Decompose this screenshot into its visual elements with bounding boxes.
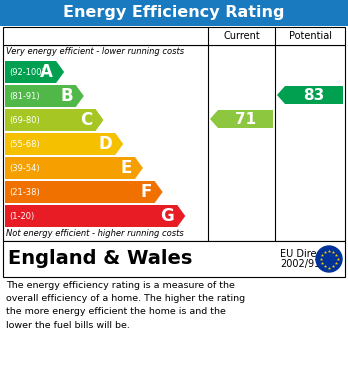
Text: (21-38): (21-38) bbox=[9, 188, 40, 197]
Text: 71: 71 bbox=[235, 111, 256, 127]
Text: 83: 83 bbox=[303, 88, 325, 102]
Text: EU Directive: EU Directive bbox=[280, 249, 340, 259]
Text: G: G bbox=[160, 207, 174, 225]
Polygon shape bbox=[5, 133, 123, 155]
Polygon shape bbox=[5, 157, 143, 179]
Text: (92-100): (92-100) bbox=[9, 68, 45, 77]
Text: (1-20): (1-20) bbox=[9, 212, 34, 221]
Text: Potential: Potential bbox=[288, 31, 332, 41]
Text: D: D bbox=[98, 135, 112, 153]
Bar bbox=[0, 0, 348, 26]
Polygon shape bbox=[210, 110, 273, 128]
Polygon shape bbox=[5, 85, 84, 107]
Text: B: B bbox=[60, 87, 73, 105]
Bar bbox=[3, 45, 345, 241]
Text: Very energy efficient - lower running costs: Very energy efficient - lower running co… bbox=[6, 47, 184, 56]
Polygon shape bbox=[5, 181, 163, 203]
Text: The energy efficiency rating is a measure of the
overall efficiency of a home. T: The energy efficiency rating is a measur… bbox=[6, 281, 245, 330]
Bar bbox=[3, 241, 345, 277]
Text: F: F bbox=[140, 183, 152, 201]
Text: Energy Efficiency Rating: Energy Efficiency Rating bbox=[63, 5, 285, 20]
Polygon shape bbox=[5, 109, 103, 131]
Text: (69-80): (69-80) bbox=[9, 115, 40, 124]
Bar bbox=[3, 27, 345, 45]
Text: (55-68): (55-68) bbox=[9, 140, 40, 149]
Text: Not energy efficient - higher running costs: Not energy efficient - higher running co… bbox=[6, 229, 184, 238]
Text: Current: Current bbox=[223, 31, 260, 41]
Text: A: A bbox=[40, 63, 53, 81]
Text: C: C bbox=[80, 111, 93, 129]
Text: (81-91): (81-91) bbox=[9, 91, 40, 100]
Polygon shape bbox=[5, 61, 64, 83]
Polygon shape bbox=[277, 86, 343, 104]
Circle shape bbox=[316, 246, 342, 272]
Text: England & Wales: England & Wales bbox=[8, 249, 192, 269]
Polygon shape bbox=[5, 205, 185, 227]
Text: (39-54): (39-54) bbox=[9, 163, 40, 172]
Text: 2002/91/EC: 2002/91/EC bbox=[280, 259, 337, 269]
Text: E: E bbox=[120, 159, 132, 177]
